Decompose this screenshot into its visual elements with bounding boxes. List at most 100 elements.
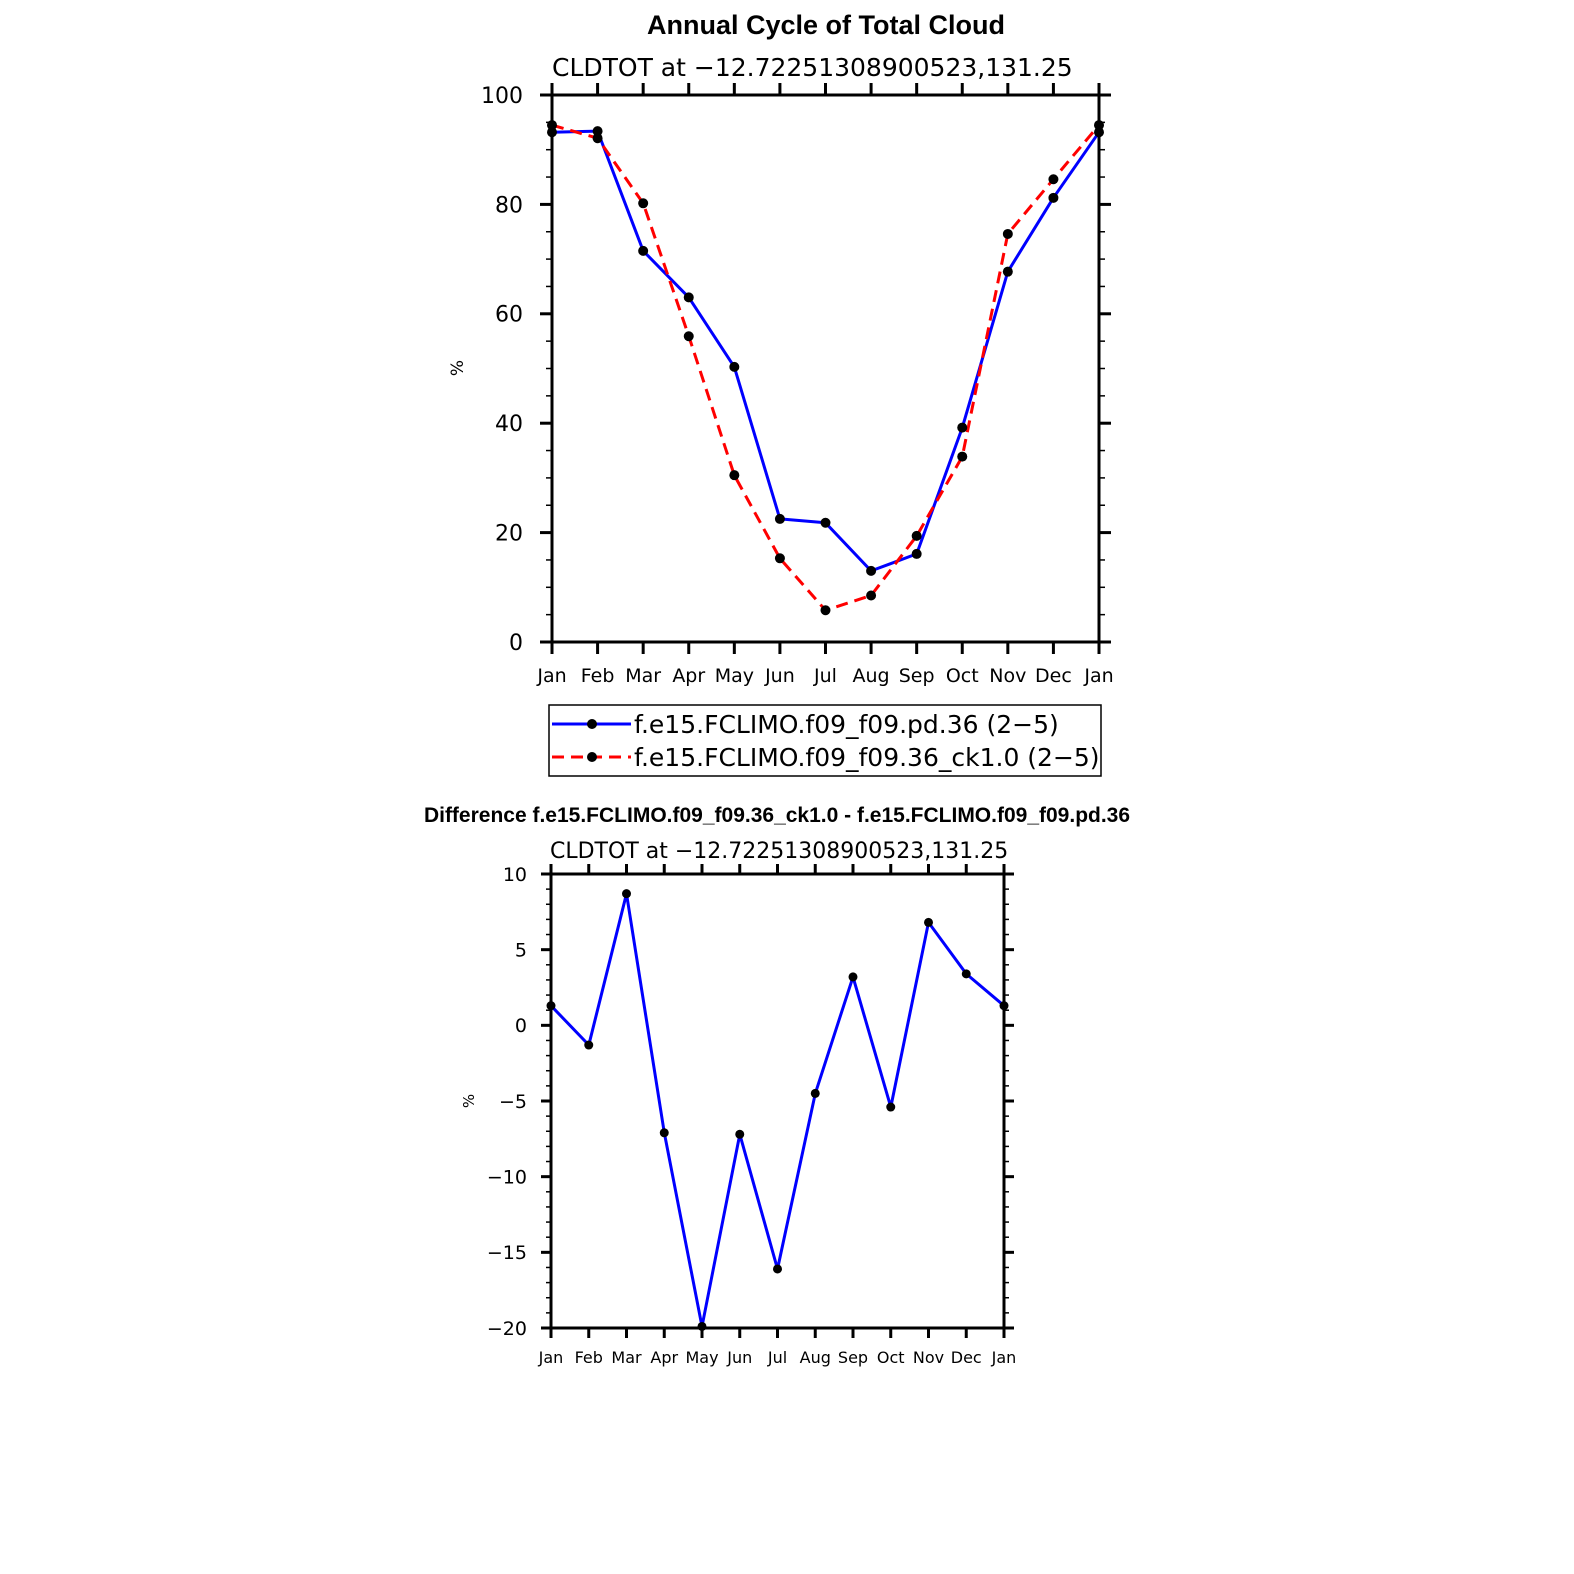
data-point-series-1 — [683, 292, 694, 303]
legend-box — [548, 704, 1102, 777]
major-ticks — [540, 83, 1111, 654]
y-axis-label: % — [460, 1094, 478, 1108]
annual-cycle-chart: Annual Cycle of Total Cloud CLDTOT at −1… — [448, 10, 1114, 777]
y-tick-label: 0 — [515, 1015, 527, 1037]
data-point-series-2 — [1048, 174, 1059, 185]
legend-label-series-1: f.e15.FCLIMO.f09_f09.pd.36 (2−5) — [634, 710, 1059, 739]
data-point-series-1 — [886, 1102, 896, 1112]
data-point-series-2 — [592, 133, 603, 144]
y-tick-label: 60 — [495, 303, 523, 328]
y-tick-labels: 0 20 40 60 80 100 — [481, 84, 523, 656]
x-tick-label: Jun — [764, 665, 795, 687]
x-tick-label: Jan — [538, 1348, 564, 1367]
data-point-series-1 — [820, 517, 831, 528]
plot-frame — [550, 93, 1101, 644]
y-tick-label: −5 — [499, 1091, 527, 1113]
data-point-series-2 — [1002, 228, 1013, 239]
x-tick-label: Jan — [991, 1348, 1017, 1367]
x-tick-label: Jun — [726, 1348, 752, 1367]
x-tick-label: Dec — [951, 1348, 982, 1367]
chart-subtitle: CLDTOT at −12.72251308900523,131.25 — [550, 839, 1008, 864]
x-tick-label: Oct — [946, 665, 979, 687]
series-line-2 — [551, 123, 1101, 612]
data-point-series-1 — [592, 126, 603, 137]
x-tick-label: Jan — [536, 665, 566, 687]
y-tick-label: 20 — [495, 522, 523, 547]
y-tick-label: 0 — [509, 631, 523, 656]
data-point-series-2 — [729, 470, 740, 481]
chart-title: Annual Cycle of Total Cloud — [647, 10, 1005, 40]
data-point-series-1 — [773, 1264, 782, 1274]
x-tick-label: Nov — [913, 1348, 944, 1367]
series-lines — [551, 123, 1101, 612]
data-point-series-1 — [622, 889, 631, 899]
difference-chart: Difference f.e15.FCLIMO.f09_f09.36_ck1.0… — [424, 804, 1130, 1367]
chart-title: Difference f.e15.FCLIMO.f09_f09.36_ck1.0… — [424, 804, 1130, 827]
data-point-series-1 — [774, 513, 785, 524]
data-point-series-1 — [957, 422, 968, 433]
data-point-series-1 — [697, 1321, 707, 1331]
x-tick-label: Jan — [1083, 665, 1113, 687]
x-tick-label: Aug — [853, 665, 890, 687]
data-point-series-2 — [866, 590, 877, 601]
y-tick-label: 40 — [495, 412, 523, 437]
series-markers — [546, 889, 1009, 1331]
data-point-series-2 — [911, 530, 922, 541]
minor-ticks — [546, 121, 1105, 616]
x-tick-label: Apr — [672, 665, 705, 687]
data-point-series-2 — [774, 553, 785, 564]
y-tick-label: −10 — [487, 1167, 527, 1189]
data-point-series-1 — [848, 972, 858, 982]
data-point-series-2 — [638, 198, 649, 209]
x-tick-label: Nov — [989, 665, 1026, 687]
data-point-series-1 — [924, 917, 933, 927]
x-tick-labels: Jan Feb Mar Apr May Jun Jul Aug Sep Oct Nov Dec Jan — [536, 665, 1113, 687]
series-line-1 — [551, 129, 1101, 573]
series-lines — [549, 892, 1005, 1328]
x-tick-label: Mar — [611, 1348, 642, 1367]
y-tick-label: 5 — [515, 940, 527, 962]
plot-frame — [549, 872, 1006, 1330]
x-tick-label: Jul — [813, 665, 837, 687]
y-tick-label: 10 — [503, 864, 527, 886]
x-tick-label: Sep — [838, 1348, 868, 1367]
y-tick-label: −15 — [487, 1242, 527, 1264]
x-tick-label: Mar — [625, 665, 661, 687]
series-line-1 — [549, 892, 1005, 1328]
data-point-series-2 — [957, 451, 968, 462]
legend-marker-series-1 — [587, 719, 597, 729]
data-point-series-1 — [729, 361, 740, 372]
data-point-series-1 — [584, 1040, 594, 1050]
legend: f.e15.FCLIMO.f09_f09.pd.36 (2−5) f.e15.F… — [548, 704, 1102, 777]
data-point-series-1 — [735, 1129, 745, 1139]
x-tick-label: Apr — [650, 1348, 678, 1367]
x-tick-labels: Jan Feb Mar Apr May Jun Jul Aug Sep Oct Nov Dec Jan — [538, 1348, 1017, 1367]
data-point-series-1 — [1048, 192, 1059, 203]
data-point-series-1 — [659, 1128, 669, 1138]
y-tick-label: −20 — [487, 1318, 527, 1340]
data-point-series-2 — [820, 605, 831, 616]
data-point-series-1 — [1002, 266, 1013, 277]
x-tick-label: Feb — [575, 1348, 603, 1367]
y-axis-label: % — [448, 360, 468, 376]
x-tick-label: May — [685, 1348, 718, 1367]
x-tick-label: Jul — [767, 1348, 787, 1367]
y-tick-label: 80 — [495, 193, 523, 218]
minor-ticks — [546, 888, 1009, 1314]
data-point-series-2 — [683, 331, 694, 342]
data-point-series-1 — [911, 548, 922, 559]
series-markers — [547, 120, 1104, 616]
y-tick-label: 100 — [481, 84, 523, 109]
data-point-series-1 — [866, 565, 877, 576]
y-tick-labels: −20 −15 −10 −5 0 5 10 — [487, 864, 527, 1340]
x-tick-label: Feb — [581, 665, 615, 687]
x-tick-label: Dec — [1035, 665, 1072, 687]
chart-subtitle: CLDTOT at −12.72251308900523,131.25 — [552, 53, 1073, 82]
legend-marker-series-2 — [587, 752, 597, 762]
x-tick-label: May — [715, 665, 754, 687]
x-tick-label: Sep — [899, 665, 935, 687]
x-tick-label: Aug — [800, 1348, 831, 1367]
data-point-series-1 — [961, 969, 971, 979]
data-point-series-1 — [810, 1088, 820, 1098]
